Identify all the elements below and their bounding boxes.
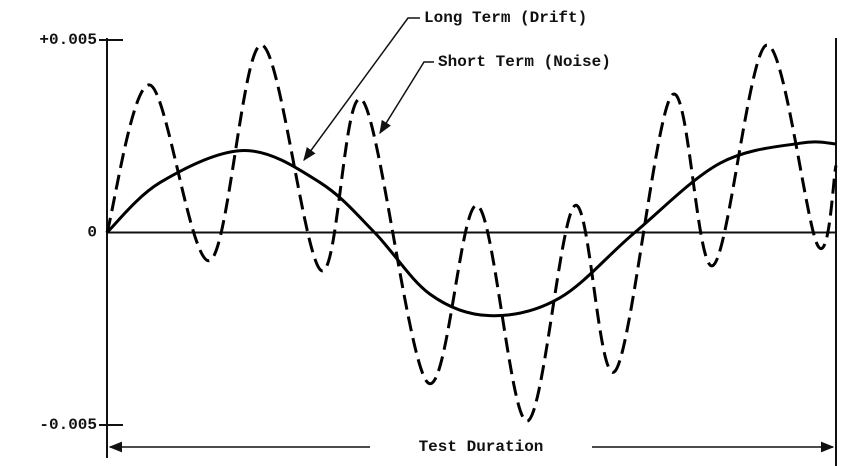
y-tick-label: 0 bbox=[87, 224, 97, 242]
annotation: Long Term (Drift) bbox=[424, 9, 587, 27]
x-axis-label: Test Duration bbox=[419, 438, 544, 456]
y-tick-label: -0.005 bbox=[39, 416, 97, 434]
annotation: Short Term (Noise) bbox=[438, 53, 611, 71]
series-line bbox=[105, 140, 837, 318]
y-tick-label: +0.005 bbox=[39, 31, 97, 49]
leader-line bbox=[379, 61, 434, 135]
series-line bbox=[105, 43, 838, 423]
leader-line bbox=[303, 17, 420, 162]
